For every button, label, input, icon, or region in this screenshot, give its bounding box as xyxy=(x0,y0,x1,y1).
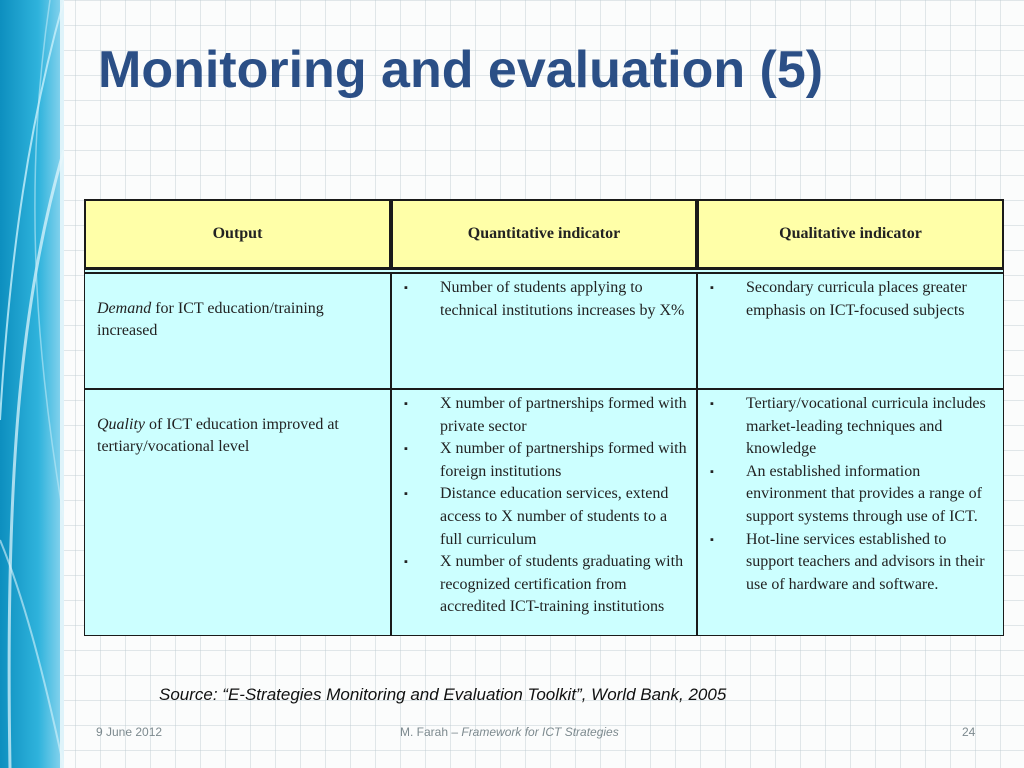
footer-author-work: M. Farah – Framework for ICT Strategies xyxy=(400,725,619,739)
table-row: Quality of ICT education improved at ter… xyxy=(84,389,1004,636)
list-item: ▪ Tertiary/vocational curricula includes … xyxy=(710,393,997,461)
bullet-icon: ▪ xyxy=(710,465,714,478)
list-item-text: Distance education services, extend acce… xyxy=(440,485,669,548)
indicator-table-wrapper: Output Quantitative indicator Qualitativ… xyxy=(84,199,1004,636)
source-citation: Source: “E-Strategies Monitoring and Eva… xyxy=(159,685,727,704)
bullet-icon: ▪ xyxy=(404,556,408,569)
qualitative-list: ▪ Tertiary/vocational curricula includes … xyxy=(698,390,1003,596)
quantitative-cell: ▪ Number of students applying to technica… xyxy=(391,273,697,389)
side-swoosh-graphic xyxy=(0,0,64,768)
table-gap xyxy=(84,269,1004,273)
footer-page-number: 24 xyxy=(962,725,976,739)
qualitative-cell: ▪ Tertiary/vocational curricula includes … xyxy=(697,389,1004,636)
quantitative-list: ▪ X number of partnerships formed with pr… xyxy=(392,390,696,619)
list-item: ▪ Secondary curricula places greater emph… xyxy=(710,277,997,322)
output-emphasis: Quality xyxy=(97,416,145,433)
list-item: ▪ X number of students graduating with re… xyxy=(404,551,690,619)
list-item: ▪ Distance education services, extend acc… xyxy=(404,483,690,551)
footer-author: M. Farah – xyxy=(400,725,462,739)
qualitative-list: ▪ Secondary curricula places greater emph… xyxy=(698,274,1003,322)
bullet-icon: ▪ xyxy=(404,398,408,410)
list-item-text: Tertiary/vocational curricula includes m… xyxy=(746,395,986,458)
header-output: Output xyxy=(84,199,391,269)
output-emphasis: Demand xyxy=(97,300,152,317)
list-item-text: X number of students graduating with rec… xyxy=(440,553,684,616)
header-qualitative: Qualitative indicator xyxy=(697,199,1004,269)
quantitative-list: ▪ Number of students applying to technica… xyxy=(392,274,696,322)
header-quantitative: Quantitative indicator xyxy=(391,199,697,269)
table-header-row: Output Quantitative indicator Qualitativ… xyxy=(84,199,1004,269)
indicator-table: Output Quantitative indicator Qualitativ… xyxy=(84,199,1004,636)
output-text: of ICT education improved at tertiary/vo… xyxy=(97,416,339,455)
footer-work-title: Framework for ICT Strategies xyxy=(461,725,619,739)
list-item: ▪ X number of partnerships formed with fo… xyxy=(404,438,690,483)
list-item-text: Secondary curricula places greater empha… xyxy=(746,279,967,319)
list-item: ▪ Hot-line services established to suppor… xyxy=(710,529,997,597)
bullet-icon: ▪ xyxy=(710,398,714,410)
bullet-icon: ▪ xyxy=(404,488,408,501)
slide-title: Monitoring and evaluation (5) xyxy=(98,41,824,99)
bullet-icon: ▪ xyxy=(404,282,408,294)
side-decoration-band xyxy=(0,0,64,768)
output-text: for ICT education/training increased xyxy=(97,300,324,339)
table-row: Demand for ICT education/training increa… xyxy=(84,273,1004,389)
quantitative-cell: ▪ X number of partnerships formed with pr… xyxy=(391,389,697,636)
bullet-icon: ▪ xyxy=(710,282,714,294)
list-item-text: Hot-line services established to support… xyxy=(746,530,985,593)
list-item: ▪ Number of students applying to technica… xyxy=(404,277,690,322)
bullet-icon: ▪ xyxy=(404,443,408,456)
list-item: ▪ X number of partnerships formed with pr… xyxy=(404,393,690,438)
list-item-text: Number of students applying to technical… xyxy=(440,279,685,319)
list-item-text: An established information environment t… xyxy=(746,462,982,525)
list-item: ▪ An established information environment … xyxy=(710,461,997,529)
output-cell: Demand for ICT education/training increa… xyxy=(84,273,391,389)
bullet-icon: ▪ xyxy=(710,533,714,546)
output-cell: Quality of ICT education improved at ter… xyxy=(84,389,391,636)
qualitative-cell: ▪ Secondary curricula places greater emph… xyxy=(697,273,1004,389)
list-item-text: X number of partnerships formed with pri… xyxy=(440,395,687,435)
list-item-text: X number of partnerships formed with for… xyxy=(440,440,687,480)
footer-date: 9 June 2012 xyxy=(96,725,163,739)
